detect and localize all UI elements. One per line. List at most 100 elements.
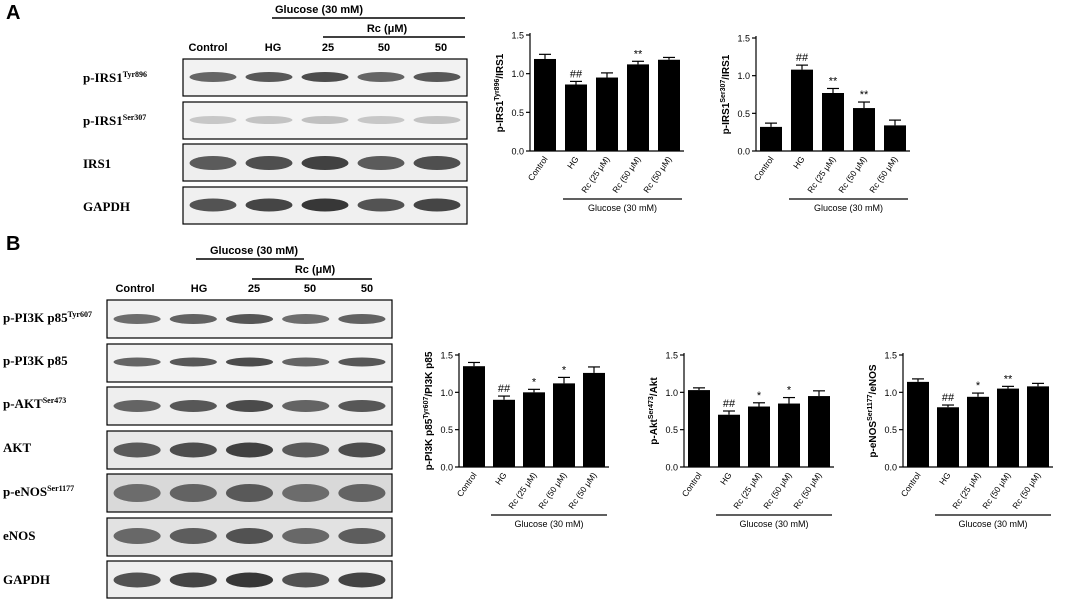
blot-band bbox=[338, 484, 386, 502]
y-axis-label: p-PI3K p85Tyr607/PI3K p85 bbox=[423, 351, 435, 470]
significance-label: * bbox=[787, 385, 792, 397]
category-label: Rc (25 μM) bbox=[731, 470, 763, 510]
significance-label: ** bbox=[860, 89, 869, 101]
blot-band bbox=[282, 357, 330, 367]
blot-band bbox=[413, 156, 461, 170]
blot-band bbox=[245, 198, 293, 212]
bar bbox=[493, 399, 515, 467]
category-label: Rc (25 μM) bbox=[579, 154, 611, 194]
bar bbox=[553, 383, 575, 467]
blot-band bbox=[169, 357, 217, 367]
y-tick-label: 0.5 bbox=[665, 425, 678, 435]
blot-band bbox=[189, 116, 237, 124]
blot-band bbox=[301, 156, 349, 170]
blot-a-row-label: IRS1 bbox=[83, 156, 111, 171]
bar bbox=[718, 414, 740, 467]
blot-band bbox=[169, 484, 217, 502]
category-label: Rc (50 μM) bbox=[980, 470, 1012, 510]
blot-band bbox=[225, 314, 274, 324]
blot-band bbox=[225, 400, 274, 412]
bar bbox=[463, 366, 485, 467]
blot-b-bands bbox=[113, 572, 386, 588]
blot-band bbox=[338, 400, 386, 412]
group-label: Glucose (30 mM) bbox=[588, 203, 657, 213]
bar-chart-1: 0.0 0.5 1.0 1.5 p-IRS1Ser307/IRS1 Control ## HG… bbox=[720, 34, 910, 213]
category-label: Rc (50 μM) bbox=[610, 154, 642, 194]
blot-a-lane-0: Control bbox=[188, 42, 227, 54]
blot-band bbox=[113, 400, 161, 412]
y-tick-label: 0.0 bbox=[884, 463, 897, 473]
bar bbox=[822, 92, 844, 151]
blot-band bbox=[413, 72, 461, 82]
blot-band bbox=[113, 314, 161, 324]
bar bbox=[688, 390, 710, 467]
blot-band bbox=[282, 400, 330, 412]
blot-a-row-1: p-IRS1Ser307 bbox=[83, 101, 468, 140]
category-label: Rc (50 μM) bbox=[791, 470, 823, 510]
blot-band bbox=[338, 528, 386, 544]
category-label: Control bbox=[899, 470, 923, 498]
blot-b-row-label: eNOS bbox=[3, 528, 36, 543]
group-label: Glucose (30 mM) bbox=[814, 203, 883, 213]
blot-b-row-3: AKT bbox=[3, 430, 393, 470]
bar bbox=[760, 126, 782, 151]
blot-band bbox=[169, 314, 217, 324]
blot-b-bands bbox=[113, 357, 386, 367]
y-tick-label: 0.0 bbox=[440, 463, 453, 473]
y-tick-label: 1.5 bbox=[665, 351, 678, 361]
category-label: HG bbox=[937, 470, 953, 486]
blot-band bbox=[338, 572, 386, 588]
bar bbox=[565, 84, 587, 151]
blot-b-row-label: p-eNOSSer1177 bbox=[3, 484, 74, 499]
blot-b-bands bbox=[113, 400, 386, 412]
blot-band bbox=[113, 572, 161, 588]
y-tick-label: 1.0 bbox=[665, 388, 678, 398]
blot-band bbox=[189, 72, 237, 82]
bar bbox=[627, 64, 649, 151]
blot-b-header: Glucose (30 mM) Rc (μM) Control HG 25 50… bbox=[115, 245, 373, 295]
blot-band bbox=[301, 72, 349, 82]
category-label: Rc (50 μM) bbox=[761, 470, 793, 510]
blot-band bbox=[338, 314, 386, 324]
category-label: Rc (50 μM) bbox=[566, 470, 598, 510]
y-tick-label: 1.5 bbox=[737, 34, 750, 44]
blot-a-lane-1: HG bbox=[265, 42, 282, 54]
y-tick-label: 1.5 bbox=[884, 351, 897, 361]
significance-label: * bbox=[562, 364, 567, 376]
blot-b-row-label: p-PI3K p85 bbox=[3, 353, 68, 368]
blot-b-row-label: GAPDH bbox=[3, 572, 50, 587]
category-label: Control bbox=[680, 470, 704, 498]
group-label: Glucose (30 mM) bbox=[739, 519, 808, 529]
blot-band bbox=[282, 572, 330, 588]
y-tick-label: 0.0 bbox=[665, 463, 678, 473]
blot-b-row-5: eNOS bbox=[3, 517, 393, 557]
blot-b-row-2: p-AKTSer473 bbox=[3, 386, 393, 426]
significance-label: ## bbox=[723, 398, 736, 410]
category-label: Control bbox=[752, 154, 776, 182]
blot-b-rc-label: Rc (μM) bbox=[295, 264, 336, 276]
category-label: HG bbox=[718, 470, 734, 486]
blot-band bbox=[225, 442, 274, 458]
bar-chart-3: 0.0 0.5 1.0 1.5 p-AktSer473/Akt Control ## HG * R… bbox=[648, 351, 834, 529]
significance-label: ## bbox=[498, 383, 511, 395]
y-tick-label: 1.0 bbox=[884, 388, 897, 398]
y-axis-label: p-AktSer473/Akt bbox=[648, 377, 660, 445]
group-label: Glucose (30 mM) bbox=[514, 519, 583, 529]
bar bbox=[748, 406, 770, 467]
y-tick-label: 0.5 bbox=[884, 425, 897, 435]
significance-label: ** bbox=[1004, 373, 1013, 385]
blot-band bbox=[357, 156, 405, 170]
y-tick-label: 0.5 bbox=[737, 109, 750, 119]
blot-band bbox=[113, 484, 161, 502]
blot-a-bands bbox=[189, 156, 461, 170]
panel-letter-b: B bbox=[6, 233, 20, 255]
category-label: Rc (50 μM) bbox=[536, 470, 568, 510]
significance-label: * bbox=[976, 380, 981, 392]
bar bbox=[884, 125, 906, 151]
blot-band bbox=[338, 442, 386, 458]
blot-band bbox=[113, 357, 161, 367]
blot-band bbox=[413, 116, 461, 124]
bar bbox=[778, 403, 800, 467]
bar-charts: 0.0 0.5 1.0 1.5 p-IRS1Tyr896/IRS1 Control ## HG… bbox=[423, 31, 1053, 529]
